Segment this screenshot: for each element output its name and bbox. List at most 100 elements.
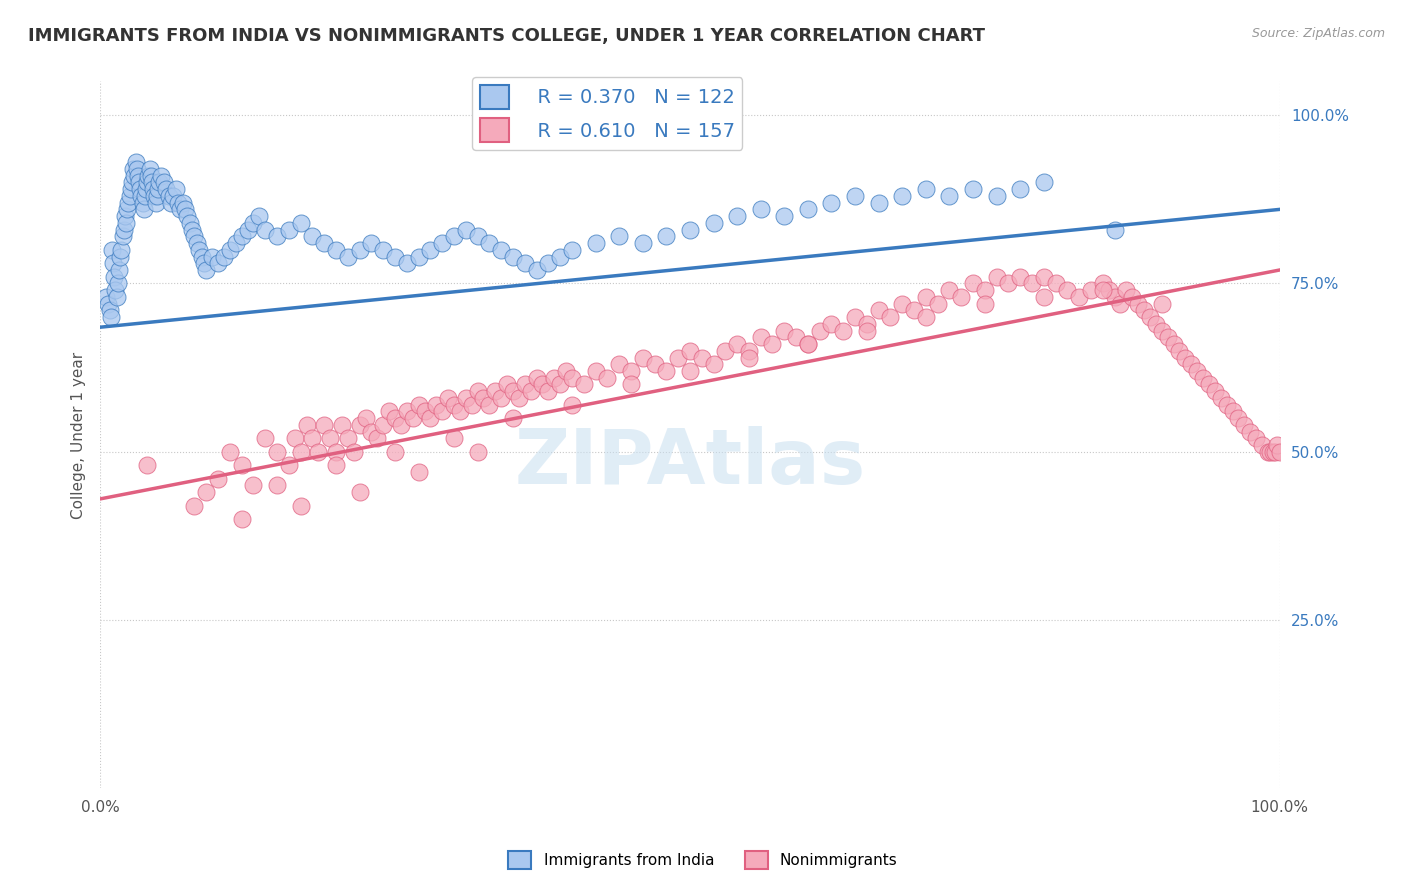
Point [1098, 283, 1121, 297]
Point [856, 324, 879, 338]
Point [132, 202, 155, 217]
Point [484, 384, 506, 399]
Point [384, 250, 406, 264]
Point [207, 256, 229, 270]
Point [378, 404, 401, 418]
Point [105, 290, 128, 304]
Point [620, 377, 643, 392]
Point [373, 417, 395, 432]
Point [107, 277, 129, 291]
Point [585, 235, 607, 250]
Point [254, 222, 277, 236]
Point [408, 465, 430, 479]
Point [773, 324, 796, 338]
Text: Source: ZipAtlas.com: Source: ZipAtlas.com [1251, 27, 1385, 40]
Point [319, 431, 342, 445]
Point [108, 263, 131, 277]
Point [496, 377, 519, 392]
Legend:   R = 0.370   N = 122,   R = 0.610   N = 157: R = 0.370 N = 122, R = 0.610 N = 157 [472, 77, 742, 150]
Point [513, 377, 536, 392]
Point [307, 444, 329, 458]
Point [561, 243, 583, 257]
Point [631, 235, 654, 250]
Point [384, 411, 406, 425]
Point [343, 444, 366, 458]
Point [242, 478, 264, 492]
Point [1091, 283, 1114, 297]
Point [856, 317, 879, 331]
Point [454, 222, 477, 236]
Point [395, 404, 418, 418]
Point [502, 250, 524, 264]
Point [879, 310, 901, 325]
Point [1104, 222, 1126, 236]
Point [620, 364, 643, 378]
Point [1257, 444, 1279, 458]
Point [607, 357, 630, 371]
Point [519, 384, 541, 399]
Point [489, 391, 512, 405]
Point [1222, 404, 1244, 418]
Point [125, 161, 148, 176]
Point [183, 499, 205, 513]
Point [336, 250, 359, 264]
Point [425, 398, 447, 412]
Point [903, 303, 925, 318]
Point [432, 235, 454, 250]
Point [1168, 343, 1191, 358]
Point [135, 182, 157, 196]
Point [219, 243, 242, 257]
Point [1121, 290, 1143, 304]
Point [543, 370, 565, 384]
Point [295, 417, 318, 432]
Point [432, 404, 454, 418]
Point [201, 250, 224, 264]
Point [117, 202, 139, 217]
Point [1215, 398, 1237, 412]
Point [997, 277, 1019, 291]
Point [145, 189, 167, 203]
Point [1032, 269, 1054, 284]
Point [472, 391, 495, 405]
Point [155, 182, 177, 196]
Point [148, 176, 170, 190]
Point [973, 296, 995, 310]
Point [157, 189, 180, 203]
Point [143, 189, 166, 203]
Point [1010, 182, 1032, 196]
Point [443, 229, 465, 244]
Point [1150, 324, 1173, 338]
Point [655, 364, 678, 378]
Point [1133, 303, 1156, 318]
Point [290, 499, 312, 513]
Point [153, 176, 176, 190]
Point [738, 343, 761, 358]
Point [454, 391, 477, 405]
Point [314, 417, 336, 432]
Point [325, 444, 347, 458]
Point [844, 310, 866, 325]
Point [1010, 269, 1032, 284]
Point [301, 229, 323, 244]
Point [145, 195, 167, 210]
Point [443, 398, 465, 412]
Point [1268, 444, 1291, 458]
Point [231, 458, 253, 473]
Point [1115, 283, 1137, 297]
Point [561, 398, 583, 412]
Point [117, 195, 139, 210]
Point [868, 195, 890, 210]
Point [844, 189, 866, 203]
Point [548, 377, 571, 392]
Point [121, 176, 143, 190]
Point [247, 209, 270, 223]
Point [402, 411, 425, 425]
Point [891, 296, 914, 310]
Point [160, 195, 183, 210]
Point [138, 169, 160, 183]
Point [314, 235, 336, 250]
Point [1251, 438, 1274, 452]
Point [127, 169, 149, 183]
Point [489, 243, 512, 257]
Point [478, 398, 501, 412]
